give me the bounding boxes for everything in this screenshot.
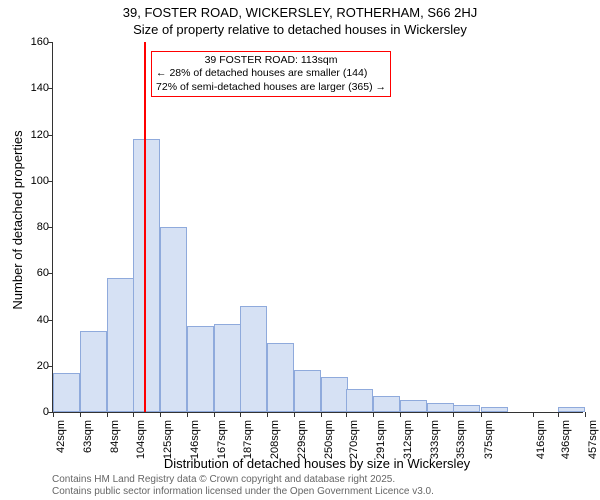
x-tick-label: 457sqm xyxy=(587,420,599,470)
histogram-bar xyxy=(400,400,427,412)
histogram-bar xyxy=(187,326,214,412)
histogram-bars xyxy=(53,42,583,412)
histogram-bar xyxy=(80,331,107,412)
histogram-bar xyxy=(481,407,508,412)
footer-line1: Contains HM Land Registry data © Crown c… xyxy=(52,474,434,486)
y-tick-label: 100 xyxy=(23,175,49,187)
y-axis-label: Number of detached properties xyxy=(10,130,25,309)
y-tick-label: 20 xyxy=(23,360,49,372)
chart-title-main: 39, FOSTER ROAD, WICKERSLEY, ROTHERHAM, … xyxy=(0,5,600,20)
annotation-line3: 72% of semi-detached houses are larger (… xyxy=(156,81,386,94)
annotation-box: 39 FOSTER ROAD: 113sqm ← 28% of detached… xyxy=(151,51,391,96)
histogram-bar xyxy=(427,403,454,412)
histogram-bar xyxy=(240,306,267,412)
histogram-bar xyxy=(133,139,160,412)
histogram-bar xyxy=(107,278,134,412)
y-tick-label: 80 xyxy=(23,221,49,233)
histogram-bar xyxy=(214,324,241,412)
y-tick-label: 120 xyxy=(23,129,49,141)
y-tick-label: 0 xyxy=(23,406,49,418)
y-tick-label: 40 xyxy=(23,314,49,326)
chart-container: 39, FOSTER ROAD, WICKERSLEY, ROTHERHAM, … xyxy=(0,0,600,500)
histogram-bar xyxy=(453,405,480,412)
histogram-bar xyxy=(53,373,80,412)
annotation-line2: ← 28% of detached houses are smaller (14… xyxy=(156,67,386,80)
footer-line2: Contains public sector information licen… xyxy=(52,486,434,498)
y-tick-label: 140 xyxy=(23,82,49,94)
x-axis-label: Distribution of detached houses by size … xyxy=(52,456,582,471)
y-tick-label: 160 xyxy=(23,36,49,48)
histogram-bar xyxy=(558,407,585,412)
footer-attribution: Contains HM Land Registry data © Crown c… xyxy=(52,474,434,498)
histogram-bar xyxy=(373,396,400,412)
y-tick-label: 60 xyxy=(23,267,49,279)
histogram-bar xyxy=(346,389,373,412)
histogram-bar xyxy=(294,370,321,412)
histogram-bar xyxy=(160,227,187,412)
histogram-bar xyxy=(321,377,348,412)
reference-marker-line xyxy=(144,42,146,412)
plot-area: 020406080100120140160 39 FOSTER ROAD: 11… xyxy=(52,42,583,413)
chart-title-sub: Size of property relative to detached ho… xyxy=(0,22,600,37)
histogram-bar xyxy=(267,343,294,412)
annotation-line1: 39 FOSTER ROAD: 113sqm xyxy=(156,54,386,67)
